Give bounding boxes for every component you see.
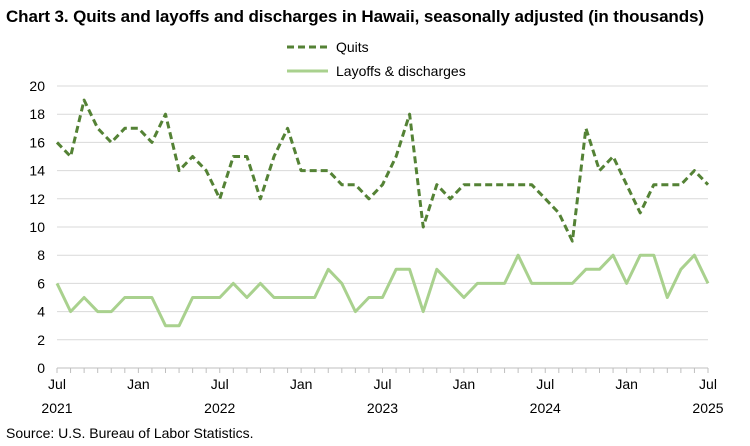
y-tick-label: 4 <box>37 304 45 320</box>
source-note: Source: U.S. Bureau of Labor Statistics. <box>6 425 254 441</box>
y-tick-label: 8 <box>37 247 45 263</box>
x-tick-label: Jul <box>699 376 717 392</box>
y-tick-label: 18 <box>29 106 45 122</box>
series-line-quits <box>55 98 710 243</box>
x-tick-year-label: 2025 <box>692 400 723 416</box>
x-tick-year-label: 2024 <box>530 400 561 416</box>
x-tick-label: Jul <box>374 376 392 392</box>
x-tick-label: Jan <box>453 376 476 392</box>
x-tick-label: Jul <box>48 376 66 392</box>
y-tick-label: 6 <box>37 275 45 291</box>
y-tick-label: 2 <box>37 332 45 348</box>
legend: Quits Layoffs & discharges <box>287 39 466 79</box>
y-tick-label: 10 <box>29 219 45 235</box>
x-tick-label: Jan <box>615 376 638 392</box>
y-axis-tick-labels: 0 2 4 6 8 10 12 14 16 18 20 <box>29 78 45 376</box>
y-tick-label: 16 <box>29 134 45 150</box>
x-tick-year-label: 2022 <box>204 400 235 416</box>
x-tick-label: Jul <box>211 376 229 392</box>
y-tick-label: 0 <box>37 360 45 376</box>
x-tick-label: Jan <box>290 376 313 392</box>
series-line-layoffs-discharges <box>55 253 710 328</box>
x-tick-year-label: 2021 <box>41 400 72 416</box>
x-axis: Jul 2021 Jan Jul 2022 Jan Jul 2023 Jan Jul 2024 Jan… <box>41 367 724 416</box>
legend-label: Layoffs & discharges <box>336 63 466 79</box>
y-tick-label: 20 <box>29 78 45 94</box>
x-tick-year-label: 2023 <box>367 400 398 416</box>
chart-title: Chart 3. Quits and layoffs and discharge… <box>6 7 704 26</box>
legend-label: Quits <box>336 39 369 55</box>
x-tick-label: Jul <box>536 376 554 392</box>
x-tick-label: Jan <box>127 376 150 392</box>
y-tick-label: 14 <box>29 163 45 179</box>
y-tick-label: 12 <box>29 191 45 207</box>
series-lines <box>55 98 710 328</box>
